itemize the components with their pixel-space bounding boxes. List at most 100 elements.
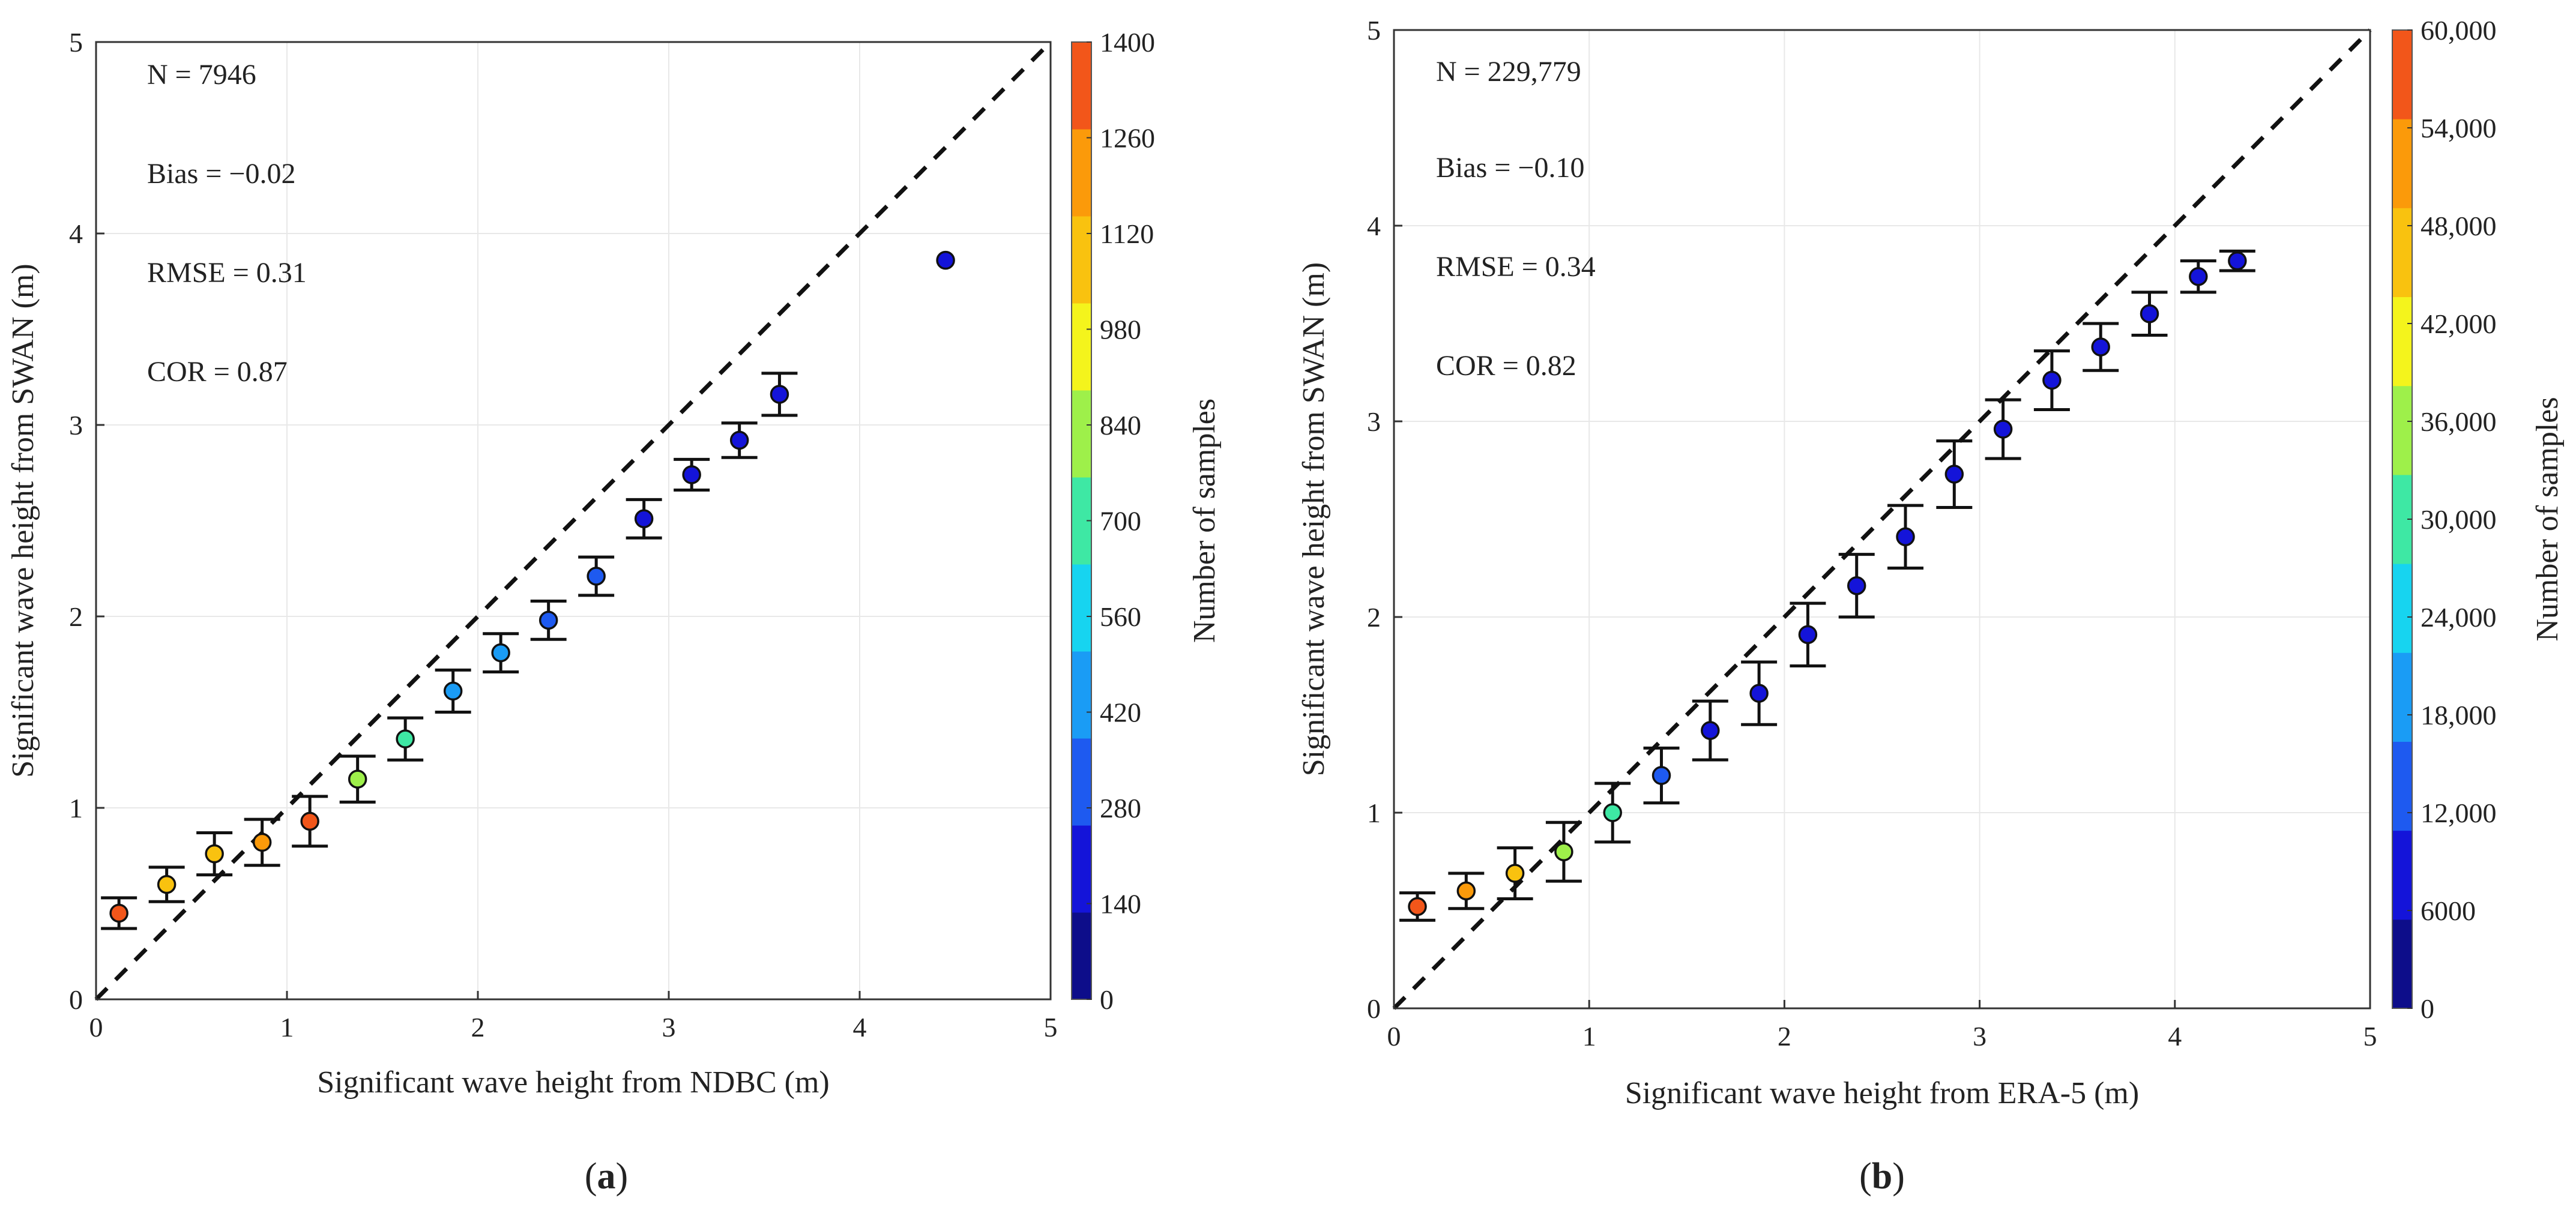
panel-b-marker bbox=[1456, 881, 1476, 901]
panel-a-marker bbox=[396, 729, 415, 748]
panel-b-colorbar-tick-label: 12,000 bbox=[2421, 798, 2497, 828]
panel-a-data-point bbox=[626, 498, 662, 540]
panel-a-colorbar-tick-label: 840 bbox=[1100, 410, 1141, 441]
panel-a: 0 1 2 3 4 5 0 1 2 3 4 5 Significant wave height fr… bbox=[6, 27, 1222, 1197]
panel-a-marker bbox=[300, 811, 319, 831]
panel-b: 0 1 2 3 4 5 0 1 2 3 4 5 Significant wave height fr… bbox=[1297, 15, 2565, 1197]
panel-b-colorbar-tick-label: 42,000 bbox=[2421, 309, 2497, 339]
panel-a-colorbar-segment bbox=[1072, 825, 1091, 913]
panel-b-colorbar-tick-label: 36,000 bbox=[2421, 406, 2497, 437]
panel-b-marker bbox=[1554, 842, 1573, 861]
panel-b-data-point bbox=[1741, 660, 1778, 726]
panel-b-y-tick-label: 3 bbox=[1367, 406, 1381, 437]
panel-a-data-point bbox=[435, 668, 471, 714]
panel-b-x-tick-label: 4 bbox=[2168, 1021, 2182, 1052]
panel-a-marker bbox=[770, 385, 789, 404]
panel-b-data-point bbox=[2033, 349, 2070, 411]
panel-b-marker bbox=[2091, 337, 2110, 357]
panel-b-marker bbox=[1993, 420, 2013, 439]
panel-b-marker bbox=[1505, 864, 1525, 883]
panel-a-data-point bbox=[339, 754, 376, 804]
panel-b-data-point bbox=[1692, 699, 1728, 762]
panel-a-marker bbox=[157, 874, 176, 894]
panel-a-x-tick-label: 1 bbox=[280, 1012, 294, 1043]
panel-a-colorbar-tick-label: 280 bbox=[1100, 793, 1141, 823]
panel-b-x-tick-label: 2 bbox=[1778, 1021, 1791, 1052]
panel-a-y-tick-label: 4 bbox=[69, 218, 83, 249]
panel-a-data-point bbox=[196, 831, 233, 877]
panel-a-marker bbox=[936, 250, 955, 270]
panel-a-y-tick-label: 3 bbox=[69, 410, 83, 441]
panel-b-marker bbox=[1651, 766, 1671, 785]
panel-b-x-tick-label: 1 bbox=[1582, 1021, 1596, 1052]
panel-a-data-point bbox=[936, 250, 955, 270]
panel-a-marker bbox=[348, 769, 367, 789]
panel-a-stat-bias: Bias = −0.02 bbox=[147, 158, 295, 190]
panel-a-marker bbox=[443, 681, 463, 701]
panel-b-x-ticks: 0 1 2 3 4 5 bbox=[1387, 1000, 2377, 1052]
panel-a-x-tick-label: 3 bbox=[662, 1012, 676, 1043]
panel-b-data-point bbox=[1838, 553, 1875, 619]
panel-a-colorbar-segment bbox=[1072, 216, 1091, 304]
panel-b-colorbar-segment bbox=[2392, 919, 2412, 1009]
panel-b-stat-cor: COR = 0.82 bbox=[1436, 350, 1576, 382]
panel-a-marker bbox=[109, 903, 128, 923]
panel-a-colorbar-tick-label: 0 bbox=[1100, 984, 1114, 1015]
panel-b-data-point bbox=[1399, 891, 1436, 922]
panel-b-colorbar-segment bbox=[2392, 208, 2412, 298]
panel-a-data-point bbox=[530, 599, 567, 641]
panel-b-y-tick-label: 1 bbox=[1367, 798, 1381, 828]
panel-a-x-tick-label: 4 bbox=[853, 1012, 867, 1043]
panel-b-data-point bbox=[1545, 820, 1582, 883]
panel-b-y-tick-label: 5 bbox=[1367, 15, 1381, 46]
panel-b-stats: N = 229,779 Bias = −0.10 RMSE = 0.34 COR… bbox=[1436, 56, 1596, 382]
panel-a-colorbar-segment bbox=[1072, 303, 1091, 391]
panel-b-reference-line bbox=[1392, 28, 2372, 1010]
panel-a-data-point bbox=[483, 632, 519, 674]
panel-b-plot-frame bbox=[1393, 29, 2371, 1010]
panel-a-data-point bbox=[761, 372, 798, 417]
panel-b-y-tick-label: 4 bbox=[1367, 211, 1381, 241]
panel-a-stats: N = 7946 Bias = −0.02 RMSE = 0.31 COR = … bbox=[147, 59, 307, 388]
panel-a-colorbar-tick-label: 560 bbox=[1100, 601, 1141, 632]
panel-b-stat-bias: Bias = −0.10 bbox=[1436, 152, 1584, 184]
panel-a-caption-letter: a bbox=[597, 1156, 616, 1197]
panel-b-marker bbox=[1701, 721, 1720, 740]
panel-a-colorbar-segment bbox=[1072, 912, 1091, 1000]
panel-b-x-tick-label: 5 bbox=[2363, 1021, 2377, 1052]
panel-a-x-tick-label: 0 bbox=[89, 1012, 103, 1043]
panel-b-y-axis-label: Significant wave height from SWAN (m) bbox=[1297, 262, 1331, 776]
panel-b-colorbar-label: Number of samples bbox=[2530, 397, 2565, 641]
panel-a-y-tick-label: 0 bbox=[69, 984, 83, 1015]
panel-b-stat-rmse: RMSE = 0.34 bbox=[1436, 251, 1596, 283]
panel-b-y-tick-label: 2 bbox=[1367, 602, 1381, 633]
panel-a-colorbar-tick-label: 980 bbox=[1100, 315, 1141, 345]
panel-a-y-axis-label: Significant wave height from SWAN (m) bbox=[6, 263, 40, 777]
panel-b-colorbar-tick-label: 48,000 bbox=[2421, 211, 2497, 241]
panel-a-colorbar-segment bbox=[1072, 129, 1091, 217]
panel-a-x-tick-label: 2 bbox=[471, 1012, 485, 1043]
panel-a-caption: (a) bbox=[585, 1156, 628, 1197]
panel-a-data-point bbox=[674, 457, 710, 492]
panel-b-data-point bbox=[1594, 781, 1631, 844]
panel-b-colorbar-tick-label: 24,000 bbox=[2421, 602, 2497, 633]
panel-a-stat-cor: COR = 0.87 bbox=[147, 356, 288, 388]
panel-b-colorbar-tick-label: 30,000 bbox=[2421, 504, 2497, 535]
panel-b-colorbar-tick-label: 0 bbox=[2421, 993, 2434, 1024]
panel-b-colorbar-segment bbox=[2392, 296, 2412, 387]
panel-b-data-point bbox=[2219, 249, 2255, 272]
panel-a-y-ticks: 0 1 2 3 4 5 bbox=[69, 27, 104, 1015]
panel-b-data-point bbox=[1887, 504, 1924, 570]
panel-b-colorbar-segment bbox=[2392, 741, 2412, 831]
panel-b-data-point bbox=[1985, 398, 2021, 460]
panel-a-colorbar-tick-label: 1260 bbox=[1100, 123, 1155, 154]
panel-b-x-tick-label: 3 bbox=[1973, 1021, 1986, 1052]
panel-a-colorbar-tick-label: 140 bbox=[1100, 889, 1141, 920]
panel-b-data-point bbox=[1790, 601, 1826, 667]
panel-b-marker bbox=[1896, 527, 1915, 547]
panel-a-y-tick-label: 1 bbox=[69, 793, 83, 823]
panel-b-data-point bbox=[2180, 259, 2216, 294]
panel-b-marker bbox=[2189, 267, 2208, 286]
panel-a-x-axis-label: Significant wave height from NDBC (m) bbox=[317, 1065, 830, 1100]
